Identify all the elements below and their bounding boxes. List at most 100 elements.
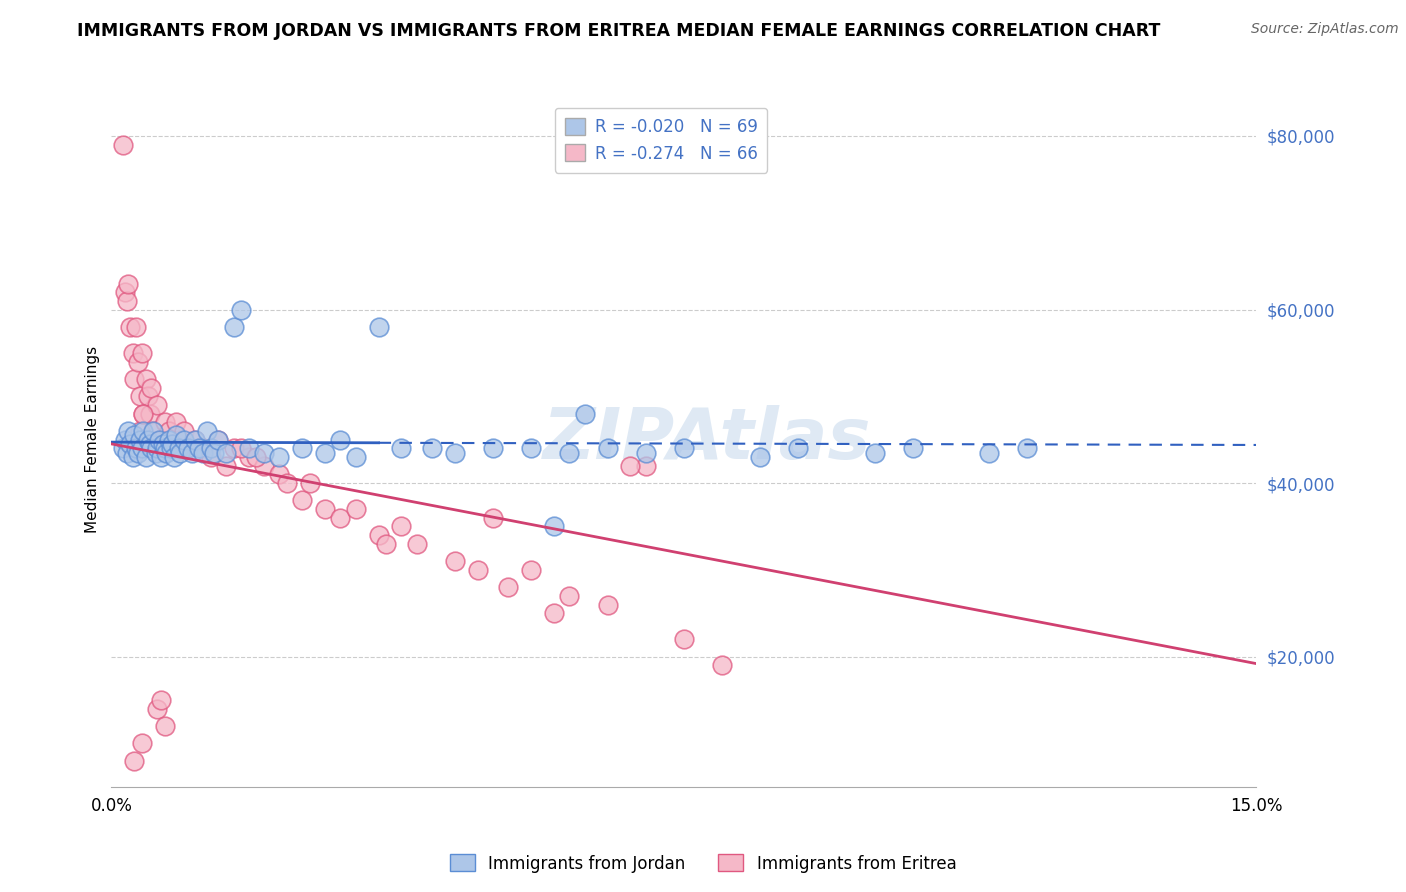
Point [444, 554, 467, 568]
Point [129, 433, 152, 447]
Point [188, 442, 211, 456]
Point [150, 693, 173, 707]
Point [125, 319, 148, 334]
Point [129, 389, 152, 403]
Point [222, 319, 245, 334]
Point [138, 437, 160, 451]
Point [139, 442, 162, 456]
Point [215, 458, 238, 473]
Point [231, 302, 253, 317]
Point [344, 450, 367, 464]
Point [391, 519, 413, 533]
Point [173, 433, 195, 447]
Point [253, 446, 276, 460]
Point [145, 446, 167, 460]
Point [979, 446, 1001, 460]
Point [482, 442, 505, 456]
Point [167, 442, 190, 456]
Point [115, 293, 138, 308]
Point [298, 476, 321, 491]
Text: IMMIGRANTS FROM JORDAN VS IMMIGRANTS FROM ERITREA MEDIAN FEMALE EARNINGS CORRELA: IMMIGRANTS FROM JORDAN VS IMMIGRANTS FRO… [77, 22, 1160, 40]
Point [291, 493, 314, 508]
Point [558, 589, 581, 603]
Text: Source: ZipAtlas.com: Source: ZipAtlas.com [1251, 22, 1399, 37]
Point [238, 442, 260, 456]
Point [127, 354, 149, 368]
Point [136, 433, 159, 447]
Point [520, 563, 543, 577]
Point [276, 476, 298, 491]
Point [444, 446, 467, 460]
Y-axis label: Median Female Earnings: Median Female Earnings [86, 346, 100, 533]
Point [121, 346, 143, 360]
Point [200, 450, 222, 464]
Point [120, 319, 142, 334]
Point [129, 424, 152, 438]
Point [543, 607, 565, 621]
Point [574, 407, 596, 421]
Point [619, 458, 641, 473]
Point [200, 442, 222, 456]
Point [634, 458, 657, 473]
Point [124, 754, 146, 768]
Point [131, 736, 153, 750]
Point [153, 416, 176, 430]
Point [207, 433, 229, 447]
Point [153, 719, 176, 733]
Point [596, 442, 619, 456]
Point [222, 442, 245, 456]
Point [138, 407, 160, 421]
Point [482, 511, 505, 525]
Point [165, 416, 187, 430]
Point [672, 632, 695, 647]
Point [238, 450, 260, 464]
Point [153, 442, 176, 456]
Point [117, 277, 139, 291]
Point [115, 446, 138, 460]
Point [195, 424, 218, 438]
Point [114, 285, 136, 300]
Point [163, 450, 186, 464]
Point [558, 446, 581, 460]
Point [543, 519, 565, 533]
Point [142, 424, 165, 438]
Legend: R = -0.020   N = 69, R = -0.274   N = 66: R = -0.020 N = 69, R = -0.274 N = 66 [554, 108, 768, 172]
Point [184, 433, 207, 447]
Point [135, 372, 157, 386]
Point [111, 137, 134, 152]
Point [711, 658, 734, 673]
Point [787, 442, 810, 456]
Point [125, 442, 148, 456]
Point [135, 450, 157, 464]
Point [391, 442, 413, 456]
Point [131, 442, 153, 456]
Point [375, 537, 398, 551]
Point [139, 381, 162, 395]
Point [162, 437, 184, 451]
Point [329, 433, 352, 447]
Point [157, 424, 180, 438]
Point [142, 424, 165, 438]
Point [467, 563, 489, 577]
Point [314, 502, 336, 516]
Point [132, 424, 155, 438]
Point [184, 433, 207, 447]
Point [131, 346, 153, 360]
Point [177, 442, 200, 456]
Point [165, 428, 187, 442]
Point [146, 442, 169, 456]
Point [269, 450, 291, 464]
Point [269, 467, 291, 482]
Point [520, 442, 543, 456]
Point [204, 446, 226, 460]
Point [596, 598, 619, 612]
Point [634, 446, 657, 460]
Point [136, 389, 159, 403]
Point [111, 442, 134, 456]
Point [162, 442, 184, 456]
Point [127, 446, 149, 460]
Point [329, 511, 352, 525]
Point [157, 433, 180, 447]
Point [367, 319, 389, 334]
Point [150, 433, 173, 447]
